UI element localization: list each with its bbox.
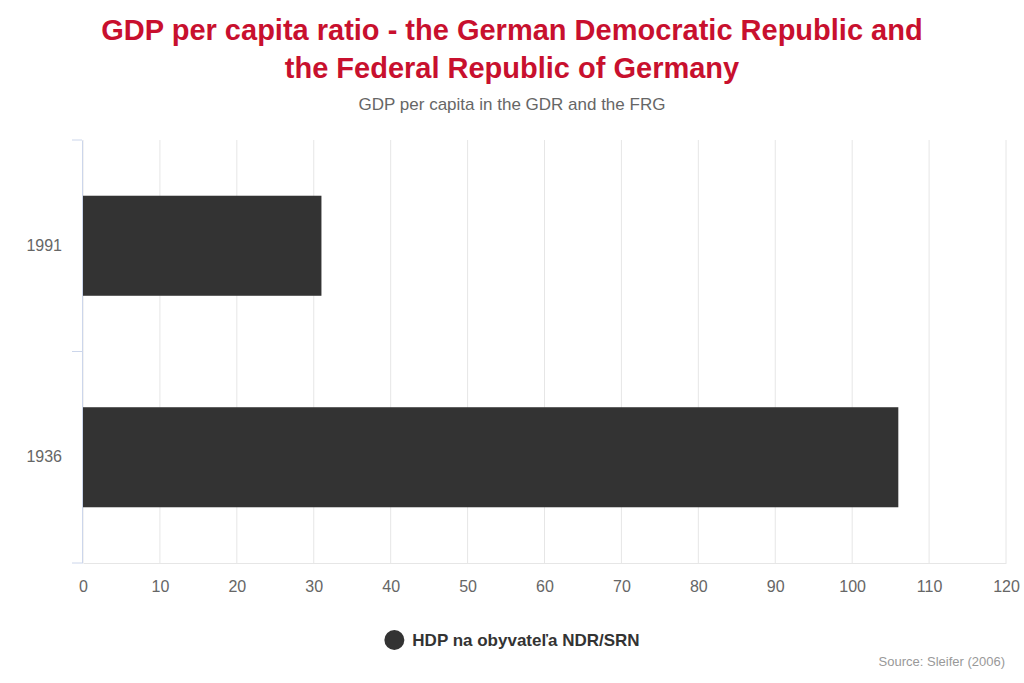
x-tick: 80 [690,563,708,595]
category-boundary [72,563,82,564]
y-tick: 1936 [26,448,82,465]
source: Source: Sleifer (2006) [879,654,1005,669]
x-tick: 110 [917,563,943,595]
grid-line [929,140,930,563]
subtitle: GDP per capita in the GDR and the FRG [359,95,666,114]
x-tick: 30 [305,563,323,595]
grid-line [1006,140,1007,563]
legend-item: HDP na obyvateľa NDR/SRN [384,630,639,650]
legend-label: HDP na obyvateľa NDR/SRN [412,631,639,650]
x-tick: 60 [536,563,554,595]
category-boundary [72,140,82,141]
y-axis-line [82,141,83,564]
bar [83,407,898,507]
x-tick-label: 30 [305,578,323,595]
x-axis: 0 10 20 30 40 50 60 70 80 90 100 110 120 [79,563,1020,595]
x-tick: 70 [613,563,631,595]
x-tick-label: 110 [917,578,943,595]
x-tick-label: 80 [690,578,708,595]
x-tick: 50 [459,563,477,595]
x-tick: 40 [382,563,400,595]
x-tick-label: 10 [152,578,170,595]
bars [83,196,898,508]
x-axis-line [84,563,1007,564]
y-tick-label: 1936 [26,448,62,465]
y-tick: 1991 [26,237,82,254]
y-axis: 1991 1936 [26,141,82,564]
x-tick-label: 0 [79,578,88,595]
title: the Federal Republic of Germany [285,52,739,84]
chart: GDP per capita ratio - the German Democr… [0,0,1024,683]
x-tick-label: 120 [993,578,1020,595]
x-tick-label: 70 [613,578,631,595]
category-boundary [72,351,82,352]
x-tick: 0 [79,563,88,595]
legend: HDP na obyvateľa NDR/SRN [384,630,639,650]
x-tick: 120 [993,563,1020,595]
x-tick-label: 60 [536,578,554,595]
x-tick: 90 [767,563,785,595]
x-tick-label: 50 [459,578,477,595]
grid [83,140,1006,563]
title: GDP per capita ratio - the German Democr… [101,14,922,46]
x-tick-label: 20 [228,578,246,595]
x-tick: 10 [152,563,170,595]
x-tick: 20 [228,563,246,595]
x-tick-label: 100 [839,578,866,595]
x-tick-label: 40 [382,578,400,595]
bar [83,196,321,296]
y-tick-label: 1991 [26,237,62,254]
legend-symbol [384,630,404,650]
x-tick: 100 [839,563,866,595]
x-tick-label: 90 [767,578,785,595]
